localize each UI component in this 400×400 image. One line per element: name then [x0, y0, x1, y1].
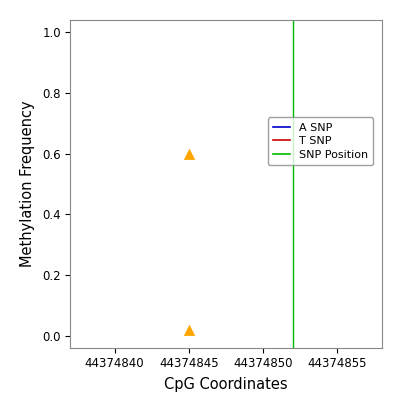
Point	[186, 150, 192, 157]
X-axis label: CpG Coordinates: CpG Coordinates	[164, 377, 288, 392]
Point	[186, 326, 192, 333]
Y-axis label: Methylation Frequency: Methylation Frequency	[20, 101, 36, 267]
Legend: A SNP, T SNP, SNP Position: A SNP, T SNP, SNP Position	[268, 117, 373, 165]
